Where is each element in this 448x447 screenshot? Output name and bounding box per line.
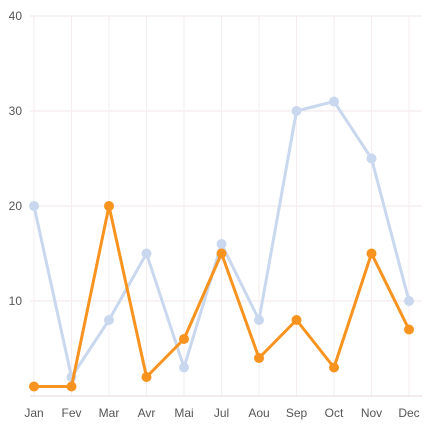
data-point[interactable] xyxy=(404,324,414,335)
x-tick-label: Jan xyxy=(24,406,43,420)
y-tick-label: 20 xyxy=(9,199,23,213)
data-point[interactable] xyxy=(329,362,339,373)
axis-layer: 10 20 30 40 Jan Fev Mar Avr Mai Jul Aou Sep Oct Nov De… xyxy=(9,9,422,420)
series-1 xyxy=(29,96,414,382)
x-tick-label: Fev xyxy=(61,406,81,420)
x-tick-label: Mai xyxy=(174,406,193,420)
data-point[interactable] xyxy=(291,106,302,116)
data-point[interactable] xyxy=(291,315,302,325)
data-point[interactable] xyxy=(141,372,152,382)
data-point[interactable] xyxy=(404,296,414,306)
series-layer xyxy=(29,96,414,392)
data-point[interactable] xyxy=(216,248,227,259)
data-point[interactable] xyxy=(179,334,189,344)
data-point[interactable] xyxy=(104,315,114,325)
data-point[interactable] xyxy=(366,248,377,259)
data-point[interactable] xyxy=(254,353,264,363)
x-tick-label: Aou xyxy=(248,406,269,420)
data-point[interactable] xyxy=(66,381,77,392)
data-point[interactable] xyxy=(29,381,39,392)
y-tick-label: 30 xyxy=(9,104,23,118)
x-tick-label: Oct xyxy=(325,406,344,420)
data-point[interactable] xyxy=(216,239,227,249)
data-point[interactable] xyxy=(254,315,264,325)
x-tick-label: Nov xyxy=(361,406,382,420)
x-tick-label: Mar xyxy=(99,406,120,420)
data-point[interactable] xyxy=(329,96,339,107)
data-point[interactable] xyxy=(366,153,377,164)
data-point[interactable] xyxy=(29,201,39,211)
data-point[interactable] xyxy=(141,248,152,259)
data-point[interactable] xyxy=(104,201,114,211)
y-tick-label: 10 xyxy=(9,294,23,308)
data-point[interactable] xyxy=(179,362,189,373)
series-2 xyxy=(29,201,414,392)
x-tick-label: Dec xyxy=(398,406,419,420)
y-tick-label: 40 xyxy=(9,9,23,23)
x-tick-label: Avr xyxy=(138,406,156,420)
x-tick-label: Sep xyxy=(286,406,308,420)
x-tick-label: Jul xyxy=(214,406,229,420)
grid-layer xyxy=(30,15,422,396)
